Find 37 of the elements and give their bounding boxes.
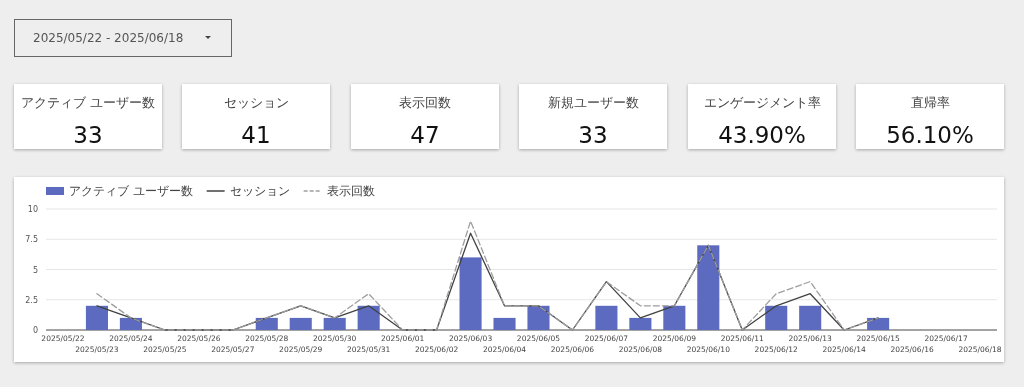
- text: 直帰率: [909, 94, 951, 112]
- y-tick-label: 0: [32, 326, 38, 335]
- legend-label: アクティブ ユーザー数: [69, 184, 193, 198]
- text: 33: [72, 122, 104, 148]
- y-tick-label: 5: [32, 265, 38, 275]
- bar: [697, 245, 720, 330]
- bar: [85, 305, 108, 330]
- text: 2025/05/22 - 2025/06/18: [33, 31, 184, 45]
- bar: [663, 305, 686, 330]
- text: 56.10%: [885, 122, 975, 148]
- text: 新規ユーザー数: [546, 94, 640, 112]
- bar: [459, 257, 482, 330]
- text: セッション: [222, 94, 290, 112]
- legend-label: 表示回数: [326, 184, 375, 198]
- bar: [867, 317, 890, 330]
- bar: [629, 317, 652, 330]
- y-tick-label: 10: [27, 205, 38, 214]
- y-tick-label: 2.5: [25, 295, 38, 305]
- bar: [527, 305, 550, 330]
- text: 43.90%: [717, 122, 807, 148]
- bar: [119, 317, 142, 330]
- bar: [323, 317, 346, 330]
- text: 33: [577, 122, 609, 148]
- text: 41: [240, 122, 272, 148]
- legend-label: セッション: [229, 184, 290, 198]
- bar: [357, 305, 380, 330]
- bar: [799, 305, 822, 330]
- bar: [289, 317, 312, 330]
- bar: [765, 305, 788, 330]
- y-tick-label: 7.5: [25, 235, 38, 245]
- text: エンゲージメント率: [702, 94, 822, 112]
- text: 47: [409, 122, 441, 148]
- text: アクティブ ユーザー数: [19, 94, 157, 112]
- bar: [595, 305, 618, 330]
- text: 表示回数: [398, 94, 452, 112]
- bar: [493, 317, 516, 330]
- bar: [255, 317, 278, 330]
